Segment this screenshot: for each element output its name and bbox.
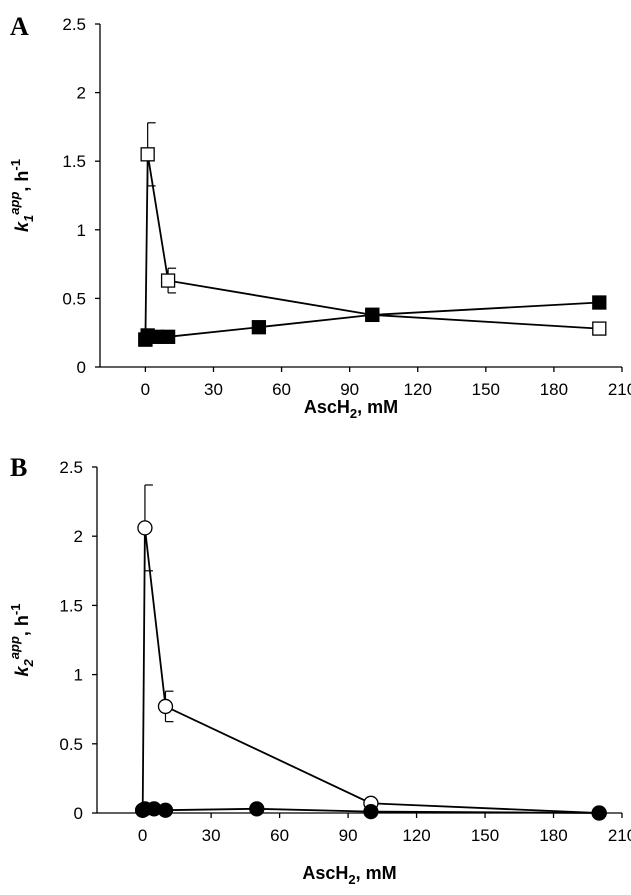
y-tick-label-b: 2.5 [59, 458, 83, 477]
data-point-filled-circle [363, 803, 379, 820]
data-point-filled-circle [249, 801, 265, 817]
y-tick-label-b: 1 [74, 666, 83, 685]
y-axis-title-b: k2app, h-1 [7, 604, 36, 677]
y-tick-label-a: 1 [77, 221, 86, 240]
data-point-open-circle [137, 520, 153, 536]
x-tick-label-a: 180 [540, 380, 568, 399]
data-point-filled-circle [591, 805, 607, 821]
data-point-filled-square [251, 320, 267, 335]
y-tick-label-b: 2 [74, 527, 83, 546]
x-axis-title-b: AscH2, mM [302, 863, 396, 887]
x-tick-label-b: 0 [138, 826, 147, 845]
panel-b: B 0 0.5 1 1.5 2 2.5 0 30 60 90 120 150 180 210 AscH2, … [0, 445, 631, 890]
series-line-b-0 [141, 527, 600, 814]
panel-label-b: B [10, 453, 28, 482]
y-tick-label-a: 2 [77, 84, 86, 103]
chart-b: 0 0.5 1 1.5 2 2.5 0 30 60 90 120 150 180 210 AscH2, mM… [7, 458, 631, 887]
data-point-filled-square [365, 307, 380, 323]
panel-label-a: A [10, 12, 29, 41]
y-tick-label-a: 0 [77, 358, 86, 377]
x-tick-label-b: 210 [608, 826, 631, 845]
y-tick-label-a: 1.5 [62, 152, 86, 171]
x-tick-label-b: 90 [339, 826, 358, 845]
x-tick-label-a: 210 [608, 380, 631, 399]
y-tick-label-a: 0.5 [62, 289, 86, 308]
x-axis-title-a: AscH2, mM [304, 397, 398, 421]
y-tick-label-b: 0.5 [59, 735, 83, 754]
x-tick-label-b: 120 [402, 826, 430, 845]
x-tick-label-b: 150 [471, 826, 499, 845]
y-tick-label-b: 1.5 [59, 596, 83, 615]
y-axis-title-a: k1app, h-1 [7, 159, 36, 232]
data-point-filled-square [160, 329, 176, 344]
x-tick-label-a: 0 [141, 380, 150, 399]
x-tick-label-a: 120 [404, 380, 432, 399]
x-tick-label-a: 90 [340, 380, 359, 399]
data-point-open-circle [157, 698, 174, 715]
data-point-filled-circle [157, 802, 174, 818]
chart-a: 0 0.5 1 1.5 2 2.5 0 30 60 90 120 150 180 210 AscH2, mM… [7, 15, 631, 421]
x-tick-label-a: 150 [472, 380, 500, 399]
y-tick-label-a: 2.5 [62, 15, 86, 34]
x-tick-label-a: 60 [272, 380, 291, 399]
y-tick-label-b: 0 [74, 804, 83, 823]
data-point-filled-square [592, 295, 607, 310]
data-point-open-square [140, 147, 155, 162]
x-tick-label-b: 60 [270, 826, 289, 845]
data-point-open-square [160, 273, 176, 288]
x-tick-label-a: 30 [204, 380, 223, 399]
data-point-open-square [592, 321, 607, 336]
panel-a: A 0 0.5 1 1.5 2 2.5 0 30 60 90 120 150 180 210 AscH2, … [0, 0, 631, 445]
x-tick-label-b: 180 [539, 826, 567, 845]
x-tick-label-b: 30 [202, 826, 221, 845]
